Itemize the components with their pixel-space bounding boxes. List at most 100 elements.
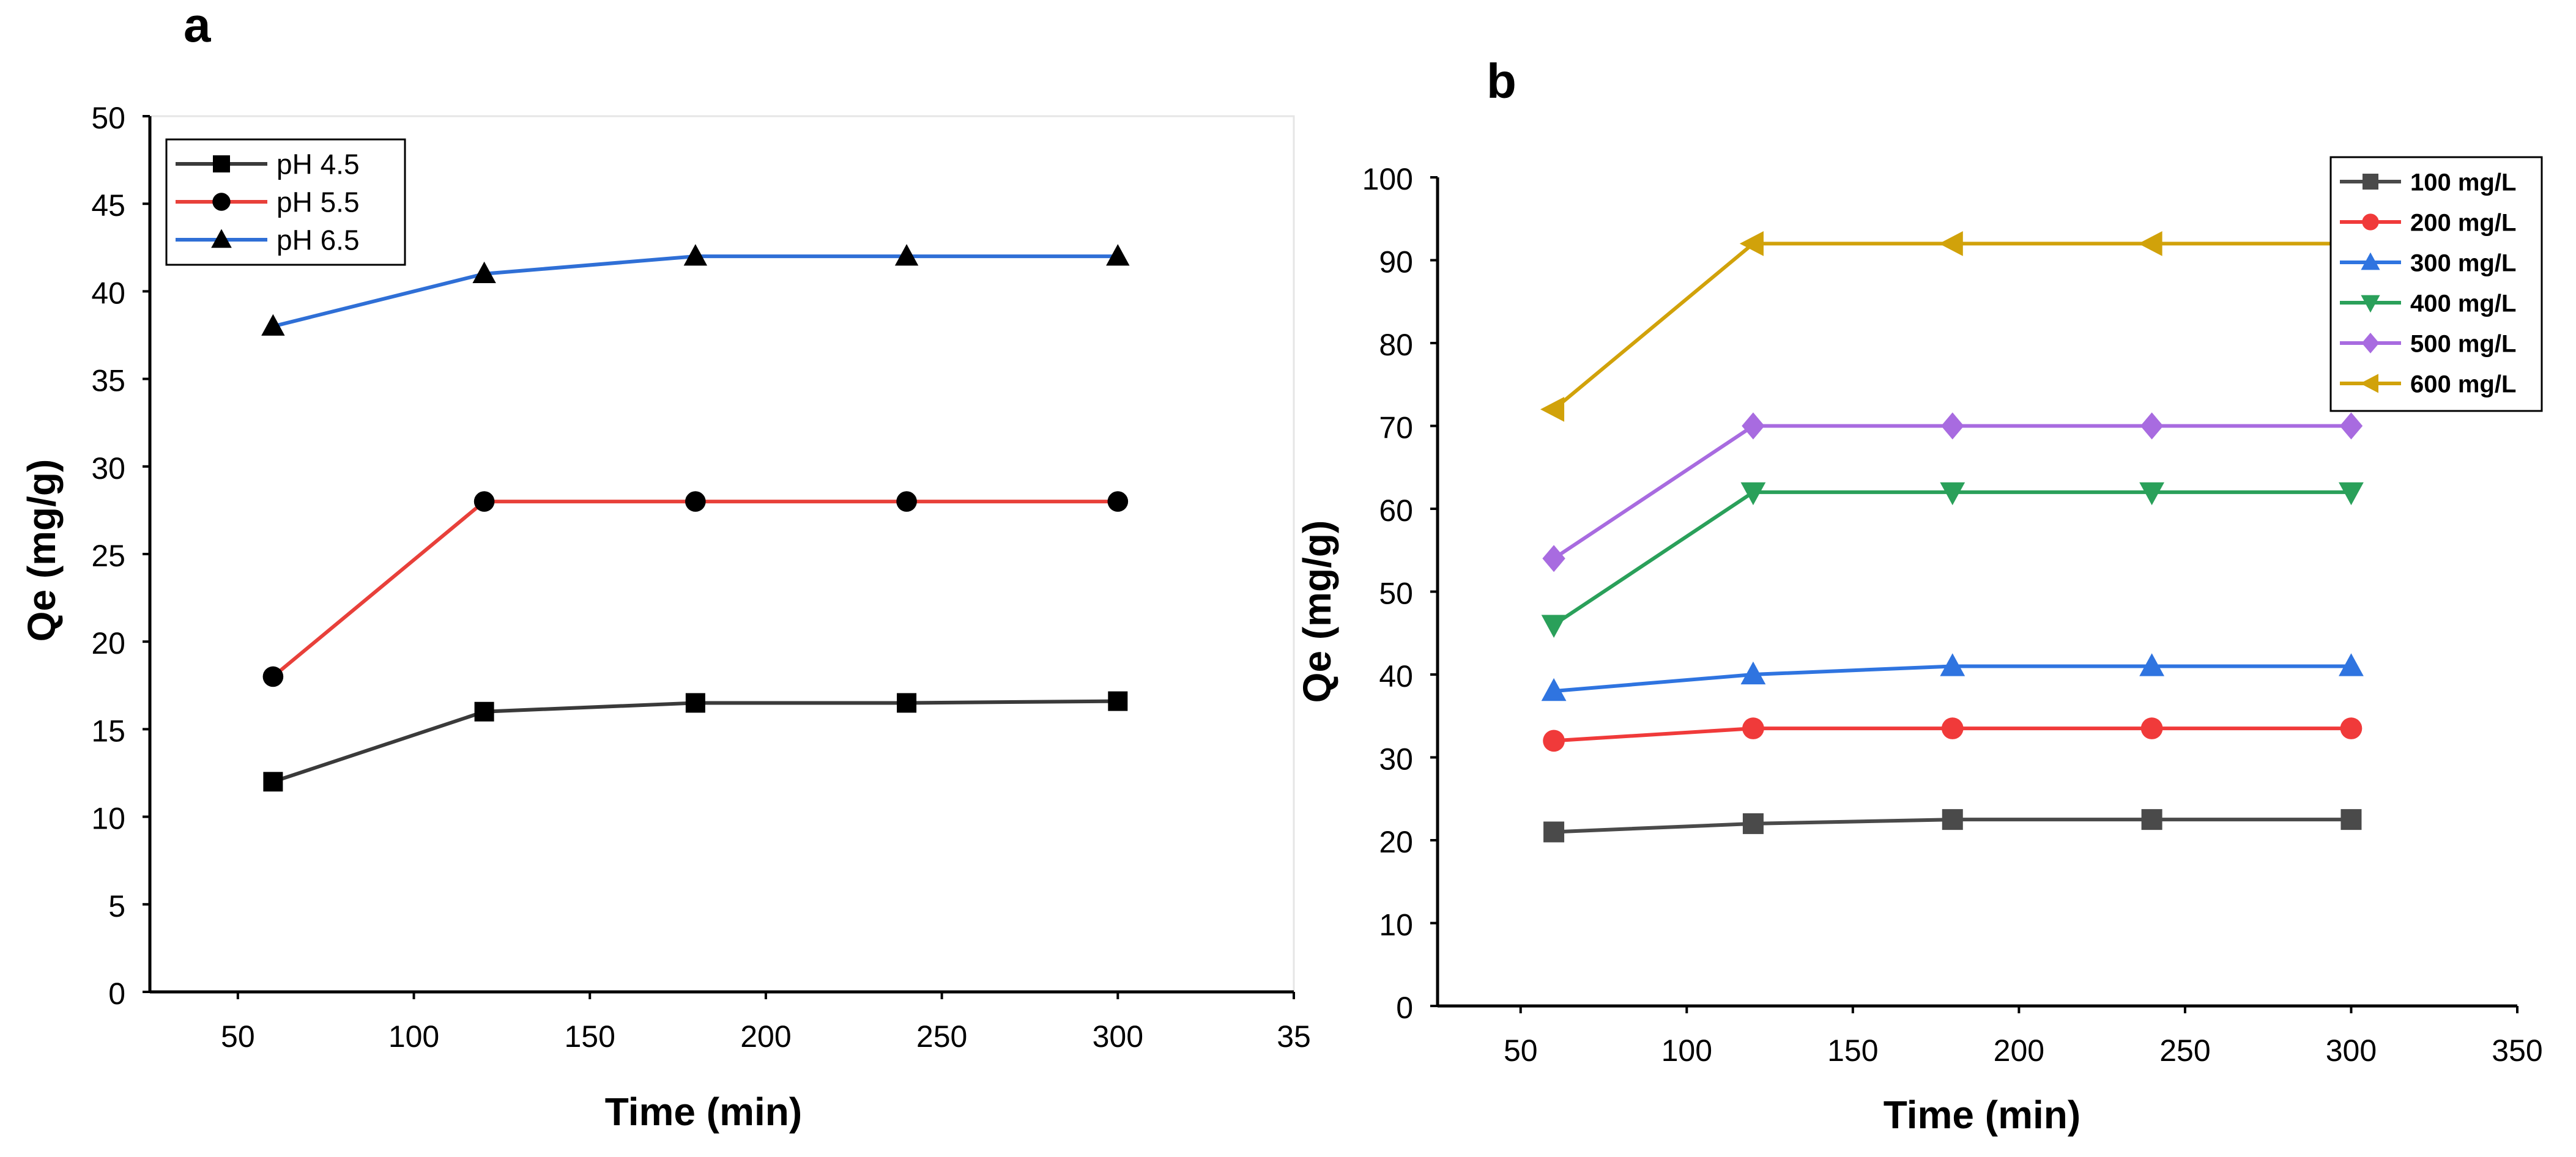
data-point xyxy=(2340,717,2363,739)
data-point xyxy=(2339,482,2364,506)
x-axis-label-a: Time (min) xyxy=(605,1090,802,1134)
data-point xyxy=(1742,813,1764,834)
data-point xyxy=(472,261,496,283)
series-line xyxy=(272,500,1118,678)
y-tick-label: 10 xyxy=(91,802,125,836)
x-tick-label: 200 xyxy=(1994,1033,2044,1068)
y-axis-label-b: Qe (mg/g) xyxy=(1295,520,1339,703)
series-line xyxy=(1553,242,2351,411)
data-point xyxy=(685,491,706,512)
y-tick-label: 40 xyxy=(1379,659,1413,693)
y-tick-label: 80 xyxy=(1379,328,1413,362)
legend-marker xyxy=(213,155,230,172)
y-tick-label: 100 xyxy=(1362,162,1413,196)
data-point xyxy=(1740,482,1766,506)
series-6 xyxy=(1540,231,2362,422)
y-tick-label: 50 xyxy=(1379,577,1413,611)
data-point xyxy=(1541,678,1567,701)
y-tick-label: 0 xyxy=(1396,991,1413,1025)
y-axis-label-a: Qe (mg/g) xyxy=(20,459,64,642)
chart-panel-b: 50 100 150 200 250 300 350 0 10 20 30 40 50 60 70 80 90… xyxy=(1295,156,2543,1137)
y-tick-label: 50 xyxy=(91,101,125,135)
panel-label-b: b xyxy=(1487,54,1516,108)
legend-a: pH 4.5 pH 5.5 pH 6.5 xyxy=(165,138,406,266)
data-point xyxy=(1540,397,1565,422)
y-tick-label: 40 xyxy=(91,276,125,310)
y-tick-label: 10 xyxy=(1379,908,1413,942)
x-tick-label: 100 xyxy=(1661,1033,1712,1068)
data-point xyxy=(1740,661,1766,685)
data-point xyxy=(1107,491,1129,512)
legend-label: pH 4.5 xyxy=(277,149,360,180)
x-tick-label: 250 xyxy=(2159,1033,2210,1068)
data-point xyxy=(1939,231,1963,256)
y-tick-label: 70 xyxy=(1379,411,1413,445)
data-point xyxy=(1941,717,1964,739)
data-point xyxy=(1108,691,1128,711)
legend-box xyxy=(2329,156,2543,412)
x-tick-label: 200 xyxy=(740,1019,791,1054)
data-point xyxy=(262,666,284,687)
y-tick-label: 0 xyxy=(108,977,125,1011)
legend-label: 200 mg/L xyxy=(2410,209,2516,236)
data-point xyxy=(474,701,494,722)
y-tick-label: 90 xyxy=(1379,245,1413,279)
data-point xyxy=(2339,653,2364,676)
series-4 xyxy=(1541,482,2364,638)
y-tick-label: 20 xyxy=(1379,825,1413,859)
y-tick-label: 45 xyxy=(91,188,125,223)
data-point xyxy=(897,693,917,713)
data-point xyxy=(2340,809,2362,830)
data-point xyxy=(1742,717,1764,739)
series-2 xyxy=(1543,717,2363,752)
legend-marker xyxy=(212,193,231,211)
data-point xyxy=(2141,809,2162,830)
y-tick-label: 25 xyxy=(91,539,125,573)
x-tick-label: 300 xyxy=(2326,1033,2377,1068)
y-tick-label: 30 xyxy=(91,451,125,486)
series-2 xyxy=(262,491,1129,687)
legend-marker xyxy=(2361,295,2380,313)
data-point xyxy=(1940,653,1965,676)
series-line xyxy=(1553,490,2351,627)
data-point xyxy=(473,491,495,512)
data-point xyxy=(1942,809,1963,830)
x-ticks-a: 50 100 150 200 250 300 35 xyxy=(221,992,1311,1054)
data-point xyxy=(1739,231,1764,256)
legend-label: 600 mg/L xyxy=(2410,371,2516,397)
x-tick-label: 350 xyxy=(2492,1033,2542,1068)
data-point xyxy=(1541,615,1567,638)
series-1 xyxy=(263,691,1128,792)
x-tick-label: 100 xyxy=(388,1019,439,1054)
legend-label: 300 mg/L xyxy=(2410,250,2516,276)
legend-marker xyxy=(211,229,232,248)
data-point xyxy=(685,693,705,713)
data-point xyxy=(1543,730,1565,752)
x-tick-label: 50 xyxy=(1504,1033,1538,1068)
legend-marker xyxy=(2361,333,2380,353)
y-tick-label: 15 xyxy=(91,714,125,748)
series-line xyxy=(272,699,1118,784)
data-point xyxy=(1742,412,1765,440)
series-b xyxy=(1540,231,2364,843)
data-point xyxy=(894,244,919,266)
y-ticks-a: 0 5 10 15 20 25 30 35 40 45 50 xyxy=(91,101,150,1011)
y-tick-label: 30 xyxy=(1379,742,1413,777)
series-3 xyxy=(1541,653,2364,701)
x-tick-label: 300 xyxy=(1093,1019,1143,1054)
y-tick-label: 20 xyxy=(91,626,125,660)
x-tick-label: 150 xyxy=(565,1019,615,1054)
legend-box xyxy=(165,138,406,266)
data-point xyxy=(1543,821,1565,843)
data-point xyxy=(683,244,708,266)
legend-label: pH 6.5 xyxy=(277,224,360,256)
legend-label: 500 mg/L xyxy=(2410,330,2516,357)
legend-b: 100 mg/L 200 mg/L 300 mg/L 400 mg/L 500 mg/L… xyxy=(2329,156,2543,412)
series-line xyxy=(272,254,1118,328)
x-tick-label: 150 xyxy=(1827,1033,1878,1068)
data-point xyxy=(263,772,283,792)
series-5 xyxy=(1542,412,2363,572)
legend-label: 400 mg/L xyxy=(2410,290,2516,317)
x-tick-label: 250 xyxy=(916,1019,967,1054)
legend-marker xyxy=(2360,374,2378,393)
